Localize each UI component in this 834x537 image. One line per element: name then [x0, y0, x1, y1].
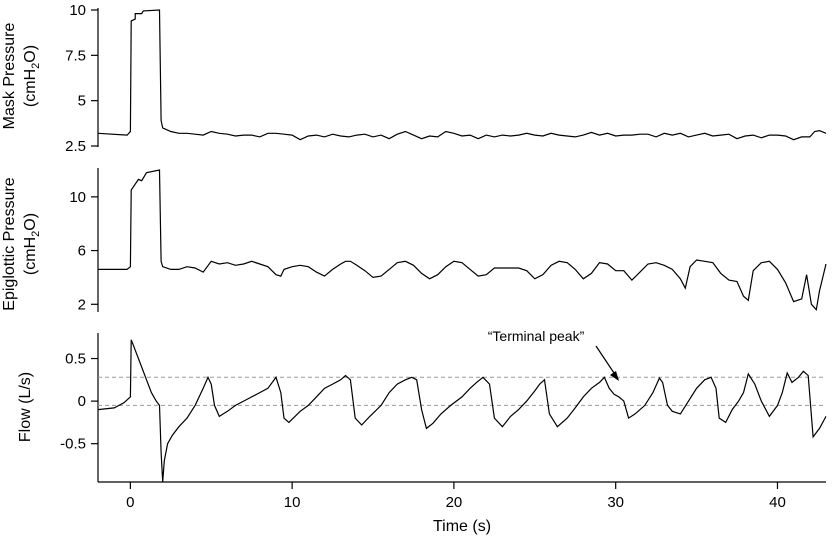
flow-ylabel: Flow (L/s) [17, 372, 34, 442]
panel-flow: -0.5 0 0.5 0 10 20 30 40 Flow (L/s) Time (s) “… [17, 328, 827, 535]
mask-y-ticks: 2.5 5 7.5 10 [65, 2, 98, 155]
flow-x-tick-label: 40 [769, 494, 786, 511]
flow-x-tick-label: 0 [126, 494, 134, 511]
mask-y-tick-label: 10 [69, 2, 86, 19]
flow-x-tick-label: 10 [284, 494, 301, 511]
epiglottic-ylabel-units-main: (cmH [22, 237, 39, 275]
mask-pressure-series-line [97, 9, 827, 141]
terminal-peak-arrowhead [610, 371, 619, 381]
epiglottic-y-tick-label: 6 [78, 243, 86, 260]
mask-y-tick-label: 5 [78, 93, 86, 110]
terminal-peak-annotation: “Terminal peak” [488, 328, 585, 344]
mask-ylabel-units-end: O) [22, 45, 39, 63]
epiglottic-y-tick-label: 10 [69, 189, 86, 206]
mask-y-tick-label: 2.5 [65, 138, 86, 155]
mask-ylabel-units-main: (cmH [22, 69, 39, 107]
epiglottic-ylabel-units-sub: 2 [30, 231, 42, 237]
epiglottic-ylabel-units-end: O) [22, 213, 39, 231]
mask-ylabel-units: (cmH2O) [22, 45, 42, 107]
panel-mask-pressure: 2.5 5 7.5 10 Mask Pressure (cmH2O) [1, 2, 827, 155]
flow-x-tick-label: 20 [446, 494, 463, 511]
flow-reference-lines [98, 376, 826, 406]
flow-series-line [97, 339, 827, 483]
epiglottic-pressure-series-line [98, 169, 827, 312]
flow-xlabel: Time (s) [433, 518, 491, 535]
flow-x-tick-label: 30 [607, 494, 624, 511]
flow-y-tick-label: -0.5 [60, 436, 86, 453]
flow-y-tick-label: 0 [78, 393, 86, 410]
flow-y-ticks: -0.5 0 0.5 [60, 351, 98, 453]
epiglottic-y-ticks: 2 6 10 [69, 189, 98, 313]
mask-ylabel-units-sub: 2 [30, 63, 42, 69]
flow-y-tick-label: 0.5 [65, 351, 86, 368]
epiglottic-ylabel-units: (cmH2O) [22, 213, 42, 275]
epiglottic-ylabel: Epiglottic Pressure [1, 177, 18, 310]
mask-ylabel: Mask Pressure [1, 23, 18, 130]
epiglottic-y-tick-label: 2 [78, 296, 86, 313]
mask-y-tick-label: 7.5 [65, 47, 86, 64]
flow-x-ticks: 0 10 20 30 40 [126, 482, 786, 511]
